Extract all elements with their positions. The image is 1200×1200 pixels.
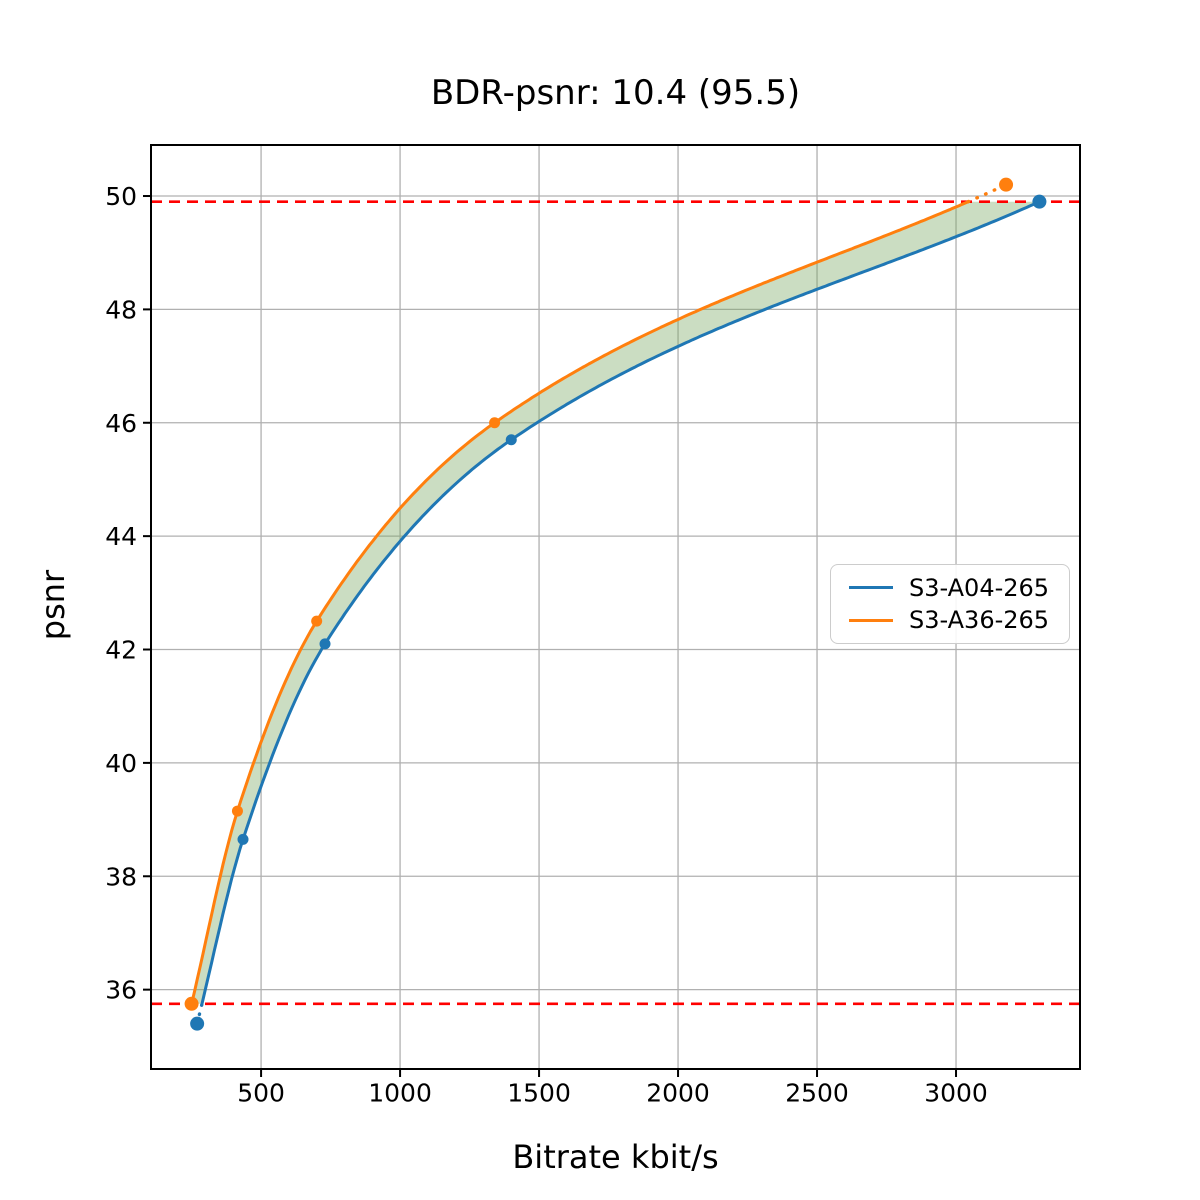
data-point-S3-A04-265 (190, 1016, 205, 1031)
legend-line-sample-blue (849, 586, 893, 590)
chart-title: BDR-psnr: 10.4 (95.5) (430, 73, 801, 113)
data-point-S3-A04-265 (319, 638, 331, 650)
axes-frame (150, 144, 1081, 1070)
data-point-S3-A36-265 (999, 177, 1014, 192)
legend-item-s3-a36-265: S3-A36-265 (849, 606, 1061, 634)
y-tick-label: 50 (105, 182, 137, 211)
y-tick-label: 36 (105, 976, 137, 1005)
y-tick-label: 44 (105, 522, 137, 551)
curve-dotted-S3-A36-265 (966, 183, 1008, 204)
y-tick-label: 40 (105, 749, 137, 778)
data-point-S3-A04-265 (1032, 194, 1047, 209)
x-tick-label: 500 (237, 1078, 285, 1107)
data-point-S3-A36-265 (231, 805, 243, 817)
legend-label: S3-A04-265 (909, 573, 1050, 602)
curve-dotted-S3-A04-265 (195, 1002, 204, 1026)
legend-label: S3-A36-265 (909, 606, 1050, 635)
data-point-S3-A04-265 (505, 434, 517, 446)
y-tick-label: 38 (105, 862, 137, 891)
data-point-S3-A36-265 (489, 417, 501, 429)
y-tick-label: 46 (105, 409, 137, 438)
y-tick-label: 48 (105, 295, 137, 324)
legend-item-s3-a04-265: S3-A04-265 (849, 574, 1061, 602)
x-tick-label: 1000 (368, 1078, 432, 1107)
x-tick-label: 3000 (924, 1078, 988, 1107)
data-point-S3-A36-265 (311, 615, 323, 627)
legend-line-sample-orange (849, 618, 893, 622)
x-tick-label: 1500 (507, 1078, 571, 1107)
y-axis-label: psnr (34, 569, 72, 641)
curve-S3-A04-265 (200, 200, 1041, 1006)
bd-area-fill (191, 201, 1040, 1004)
y-tick-label: 42 (105, 636, 137, 665)
legend: S3-A04-265 S3-A36-265 (830, 564, 1070, 644)
x-tick-label: 2000 (646, 1078, 710, 1107)
data-point-S3-A04-265 (237, 833, 249, 845)
x-axis-label: Bitrate kbit/s (512, 1138, 719, 1176)
x-tick-label: 2500 (785, 1078, 849, 1107)
data-point-S3-A36-265 (184, 996, 199, 1011)
